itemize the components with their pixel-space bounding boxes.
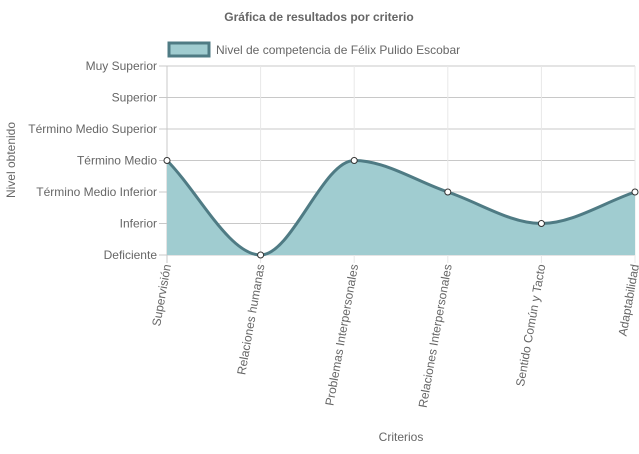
x-tick-label-problemas-interpersonales: Problemas Interpersonales: [322, 263, 361, 407]
legend[interactable]: Nivel de competencia de Félix Pulido Esc…: [167, 41, 460, 58]
y-tick-label: Deficiente: [104, 248, 158, 262]
y-tick-label: Muy Superior: [86, 59, 157, 73]
x-tick-label-sentido-comun-y-tacto: Sentido Común y Tacto: [513, 263, 548, 388]
data-point-adaptabilidad[interactable]: [631, 188, 639, 196]
x-tick-label-relaciones-humanas: Relaciones humanas: [234, 263, 267, 376]
series-area-fill: [167, 160, 635, 255]
data-point-relaciones-interpersonales[interactable]: [444, 188, 452, 196]
data-point-problemas-interpersonales[interactable]: [350, 157, 358, 164]
series-line: [165, 158, 636, 257]
data-points[interactable]: [163, 157, 639, 259]
data-point-sentido-comun-y-tacto[interactable]: [537, 220, 545, 227]
data-point-relaciones-humanas[interactable]: [257, 251, 265, 259]
y-axis: Deficiente Inferior Término Medio Inferior…: [28, 59, 167, 262]
legend-swatch: [167, 41, 211, 58]
x-tick-label-adaptabilidad: Adaptabilidad: [616, 263, 639, 337]
chart-title: Gráfica de resultados por criterio: [224, 10, 413, 24]
x-tick-label-supervision: Supervisión: [149, 263, 174, 327]
y-axis-title: Nivel obtenido: [4, 122, 18, 198]
legend-label: Nivel de competencia de Félix Pulido Esc…: [216, 43, 460, 57]
x-axis: Supervisión Relaciones humanas Problemas I…: [149, 263, 639, 409]
y-tick-label: Superior: [112, 91, 157, 105]
y-tick-label: Término Medio Superior: [28, 122, 157, 136]
x-tick-label-relaciones-interpersonales: Relaciones Interpersonales: [416, 263, 455, 409]
series-area: [165, 158, 636, 257]
y-tick-label: Término Medio Inferior: [36, 185, 157, 199]
y-tick-label: Término Medio: [77, 154, 157, 168]
y-tick-label: Inferior: [120, 217, 157, 231]
x-axis-title: Criterios: [379, 430, 424, 444]
data-point-supervision[interactable]: [163, 157, 171, 164]
